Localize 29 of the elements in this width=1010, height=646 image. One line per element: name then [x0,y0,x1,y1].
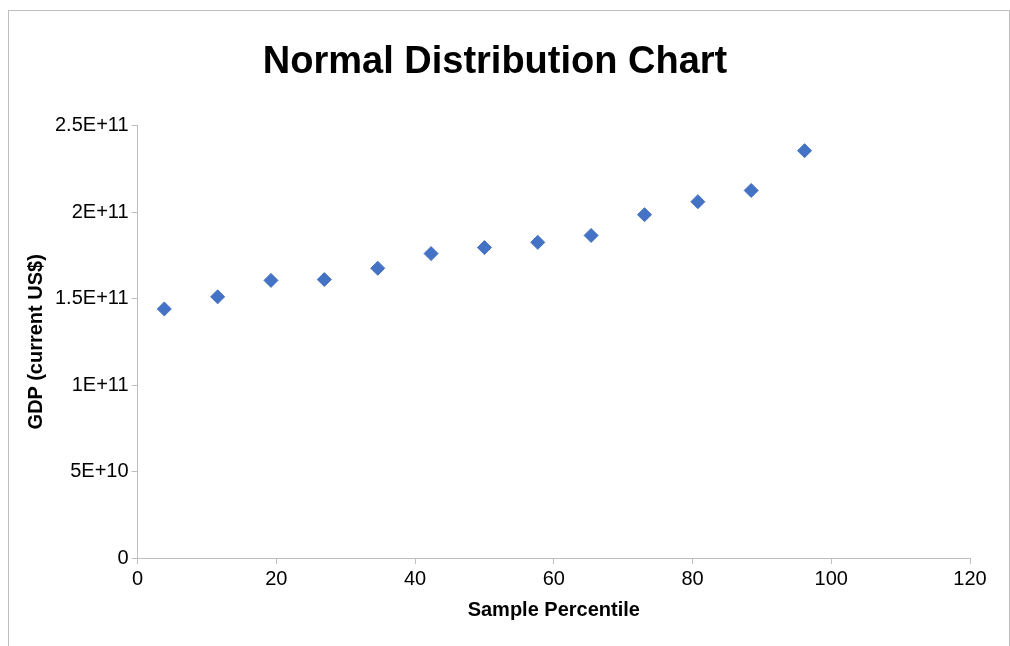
point [476,240,492,256]
x-tick-label: 80 [681,566,704,589]
point [263,272,279,288]
x-tick-label: 60 [542,566,565,589]
x-tick-label: 0 [132,566,144,589]
x-axis-title: Sample Percentile [467,597,640,620]
point [797,143,813,159]
y-tick-label: 2E+11 [71,199,129,222]
x-tick-label: 40 [403,566,427,589]
point [370,260,386,276]
x-tick-label: 100 [814,566,848,589]
point [316,272,332,288]
y-tick-label: 1.5E+11 [54,286,129,309]
point [156,301,172,317]
point [743,182,759,198]
point [530,234,546,250]
point [210,289,226,305]
chart-title: Normal Distribution Chart [262,39,728,82]
point [690,194,706,210]
point [583,227,599,243]
x-tick-label: 120 [953,566,987,589]
y-axis-title: GDP (current US$) [23,254,46,430]
x-tick-label: 20 [265,566,288,589]
y-tick-label: 5E+10 [70,459,129,482]
y-tick-label: 0 [117,545,129,568]
point [423,246,439,262]
y-tick-label: 2.5E+11 [54,113,129,136]
point [637,207,653,223]
y-tick-label: 1E+11 [71,372,129,395]
